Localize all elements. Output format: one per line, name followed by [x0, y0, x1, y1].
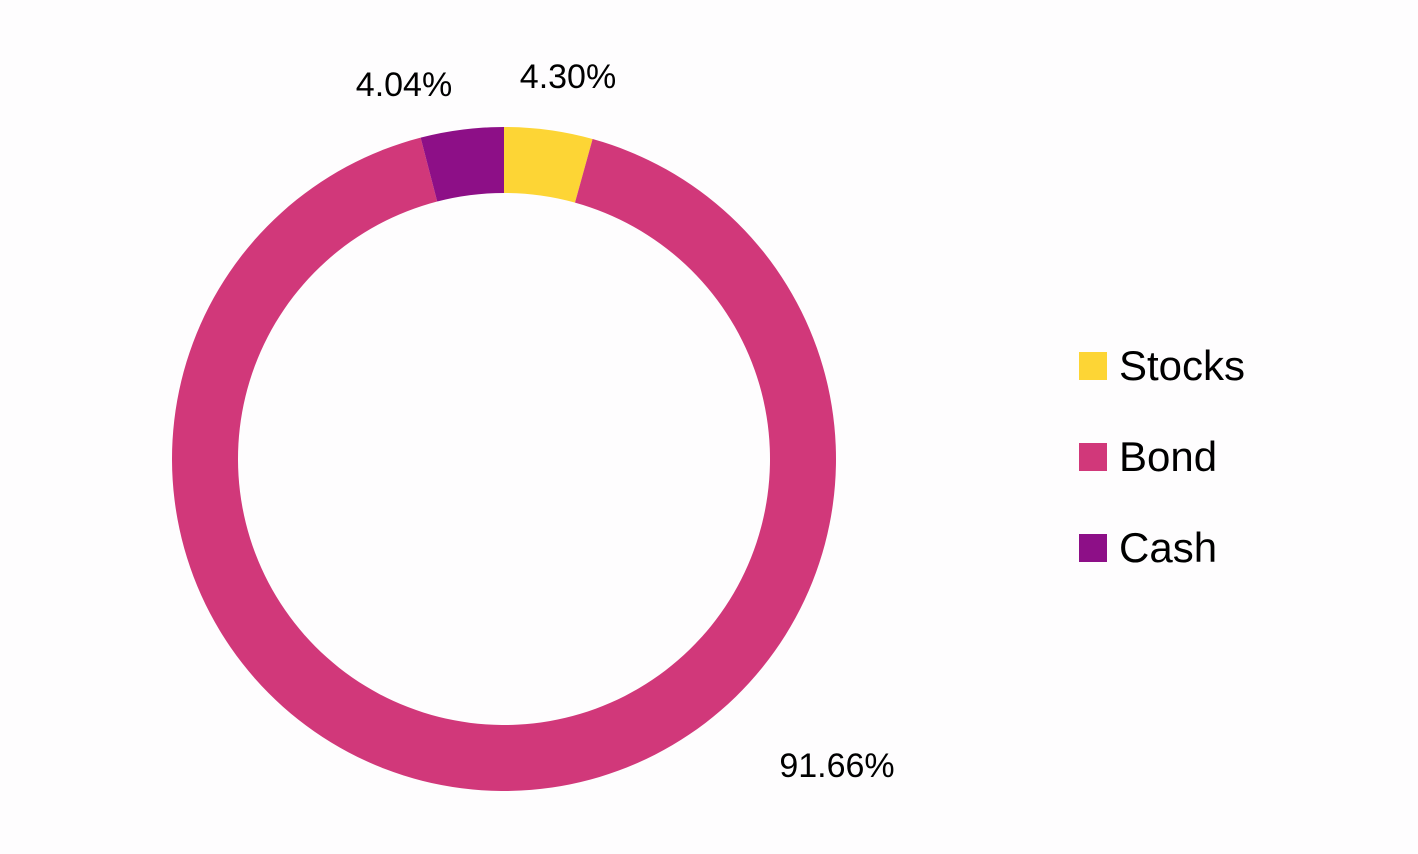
- data-label-cash: 4.04%: [356, 66, 452, 104]
- slice-stocks: [504, 127, 593, 203]
- legend-label-bond: Bond: [1119, 433, 1217, 480]
- slice-cash: [420, 127, 504, 202]
- legend-swatch-stocks: [1079, 352, 1107, 380]
- legend-label-cash: Cash: [1119, 524, 1217, 571]
- legend-swatch-bond: [1079, 443, 1107, 471]
- data-label-stocks: 4.30%: [520, 58, 616, 96]
- legend-item-stocks: Stocks: [1079, 342, 1245, 389]
- legend-label-stocks: Stocks: [1119, 342, 1245, 389]
- donut-slices: [172, 127, 836, 791]
- legend-item-bond: Bond: [1079, 433, 1217, 480]
- legend-item-cash: Cash: [1079, 524, 1217, 571]
- slice-bond: [172, 137, 836, 791]
- data-labels: 4.30% 91.66% 4.04%: [356, 58, 895, 785]
- legend: Stocks Bond Cash: [1079, 342, 1245, 571]
- data-label-bond: 91.66%: [779, 747, 894, 785]
- legend-swatch-cash: [1079, 534, 1107, 562]
